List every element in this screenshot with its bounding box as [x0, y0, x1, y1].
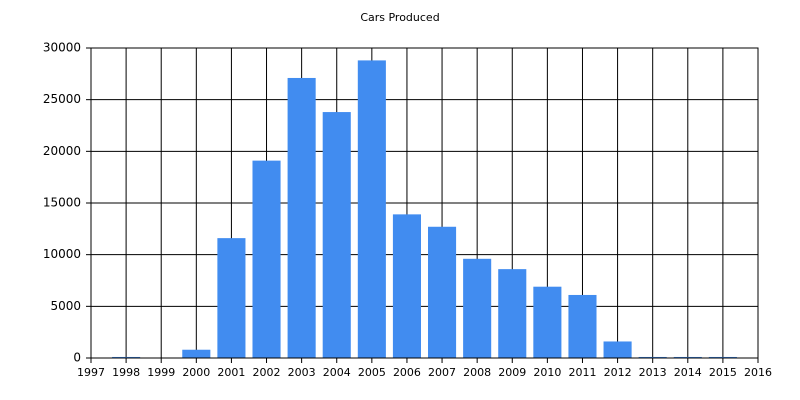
y-tick-label: 20000 — [43, 144, 81, 158]
y-tick-label: 15000 — [43, 196, 81, 210]
bar — [708, 356, 737, 358]
x-tick-label: 2006 — [393, 366, 421, 379]
x-tick-label: 2008 — [463, 366, 491, 379]
chart-title: Cars Produced — [360, 11, 439, 24]
x-tick-label: 1999 — [147, 366, 175, 379]
bar — [322, 112, 351, 358]
bar — [112, 356, 141, 358]
x-tick-label: 2011 — [568, 366, 596, 379]
x-tick-label: 2013 — [639, 366, 667, 379]
x-tick-label: 2015 — [709, 366, 737, 379]
bar — [673, 356, 702, 358]
plot-border — [90, 47, 759, 359]
bar — [463, 258, 492, 358]
bar — [568, 294, 597, 358]
bar — [638, 356, 667, 358]
bar — [287, 77, 316, 358]
x-tick-label: 2000 — [182, 366, 210, 379]
x-tick-label: 1998 — [112, 366, 140, 379]
x-tick-label: 2004 — [323, 366, 351, 379]
y-tick-label: 10000 — [43, 247, 81, 261]
bar — [392, 214, 421, 358]
x-tick-label: 2002 — [253, 366, 281, 379]
x-tick-label: 2001 — [217, 366, 245, 379]
y-tick-label: 25000 — [43, 92, 81, 106]
bar — [428, 226, 457, 358]
bar — [252, 160, 281, 358]
bar — [182, 349, 211, 358]
x-tick-label: 2003 — [288, 366, 316, 379]
bar — [357, 60, 386, 359]
bar — [498, 269, 527, 358]
x-tick-label: 2010 — [533, 366, 561, 379]
bar — [533, 286, 562, 358]
y-tick-label: 30000 — [43, 41, 81, 55]
y-tick-label: 0 — [73, 351, 81, 365]
x-tick-label: 2005 — [358, 366, 386, 379]
x-tick-label: 2009 — [498, 366, 526, 379]
y-tick-label: 5000 — [50, 299, 81, 313]
x-tick-label: 2016 — [744, 366, 772, 379]
x-tick-label: 1997 — [77, 366, 105, 379]
bar — [217, 238, 246, 358]
bar — [603, 341, 632, 358]
x-tick-label: 2014 — [674, 366, 702, 379]
x-tick-label: 2007 — [428, 366, 456, 379]
x-tick-label: 2012 — [604, 366, 632, 379]
